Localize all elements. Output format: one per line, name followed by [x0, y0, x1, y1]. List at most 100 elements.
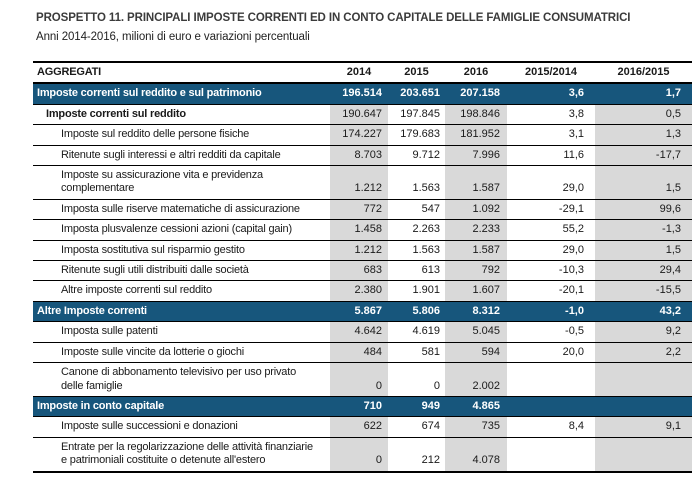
value-2014: 4.642	[330, 322, 388, 342]
value-2015: 674	[421, 420, 440, 433]
value-2015: 2.263	[412, 223, 440, 236]
value-2015: 613	[421, 264, 440, 277]
value-2015: 581	[421, 345, 440, 358]
value-2014: 1.212	[330, 240, 388, 261]
imposte-table: AGGREGATI 2014 2015 2016 2015/2014 2016/…	[33, 61, 692, 473]
row-label: Altre Imposte correnti	[37, 304, 147, 317]
table-row: Imposta plusvalenze cessioni azioni (cap…	[33, 219, 692, 240]
value-2015-2014: -0,5	[565, 325, 584, 338]
row-label: Entrate per la regolarizzazione delle at…	[61, 440, 313, 467]
value-2016: 207.158	[460, 87, 500, 100]
value-2016-2015: -1,3	[595, 220, 692, 240]
row-label: Imposte correnti sul reddito e sul patri…	[37, 87, 262, 100]
value-2016-2015: 9,1	[595, 417, 692, 437]
value-2016: 1.092	[445, 199, 507, 220]
table-row: Imposta sostitutiva sul risparmio gestit…	[33, 239, 692, 261]
value-2014: 1.458	[330, 220, 388, 240]
column-header-2015-2014: 2015/2014	[525, 66, 577, 78]
report-subtitle: Anni 2014-2016, milioni di euro e variaz…	[36, 31, 310, 43]
value-2016-2015: 9,2	[595, 322, 692, 342]
value-2015: 212	[421, 454, 440, 467]
value-2016: 7.996	[445, 145, 507, 166]
value-2015-2014: -10,3	[558, 264, 584, 277]
value-2016-2015	[595, 363, 692, 396]
value-2016: 735	[445, 417, 507, 437]
row-label: Imposte sulle successioni e donazioni	[61, 420, 238, 433]
table-row: Entrate per la regolarizzazione delle at…	[33, 436, 692, 471]
value-2016: 198.846	[445, 104, 507, 125]
value-2016: 594	[445, 342, 507, 363]
value-2015-2014: -1,0	[565, 304, 584, 317]
value-2016: 5.045	[445, 322, 507, 342]
value-2016-2015: 43,2	[659, 304, 681, 317]
row-label: Canone di abbonamento televisivo per uso…	[61, 366, 296, 392]
table-row: Imposta sulle riserve matematiche di ass…	[33, 198, 692, 220]
value-2015: 9.712	[412, 148, 440, 161]
table-row: Imposte sul reddito delle persone fisich…	[33, 124, 692, 145]
value-2016: 1.587	[445, 240, 507, 261]
table-row: Imposte correnti sul reddito e sul patri…	[33, 84, 692, 104]
value-2015: 4.619	[412, 325, 440, 338]
value-2016-2015	[595, 437, 692, 471]
table-body: Imposte correnti sul reddito e sul patri…	[33, 84, 692, 471]
table-row: Ritenute sugli utili distribuiti dalle s…	[33, 260, 692, 281]
value-2015: 179.683	[400, 128, 440, 141]
value-2015-2014: -29,1	[558, 202, 584, 215]
value-2014: 772	[330, 199, 388, 220]
table-row: Imposte sulle successioni e donazioni 62…	[33, 416, 692, 437]
value-2016: 792	[445, 261, 507, 281]
value-2016: 4.078	[445, 437, 507, 471]
value-2016: 4.865	[472, 399, 500, 412]
column-header-2014: 2014	[346, 66, 372, 78]
row-label: Imposta sulle patenti	[61, 325, 158, 338]
row-label: Imposta plusvalenze cessioni azioni (cap…	[61, 223, 292, 236]
value-2014: 0	[330, 363, 388, 396]
value-2014: 710	[363, 399, 382, 412]
column-header-2016-2015: 2016/2015	[617, 66, 670, 78]
value-2014: 1.212	[330, 166, 388, 199]
value-2015-2014: 29,0	[562, 182, 584, 195]
value-2015-2014	[507, 438, 595, 471]
value-2015-2014	[507, 363, 595, 396]
column-header-2015: 2015	[404, 66, 429, 78]
row-label: Imposte sulle vincite da lotterie o gioc…	[61, 345, 244, 358]
value-2014: 2.380	[330, 281, 388, 301]
row-label: Imposte correnti sul reddito	[46, 107, 186, 120]
table-row: Altre Imposte correnti 5.867 5.806 8.312…	[33, 300, 692, 322]
report-title: PROSPETTO 11. PRINCIPALI IMPOSTE CORRENT…	[36, 12, 631, 24]
table-row: Imposta sulle patenti 4.642 4.619 5.045 …	[33, 321, 692, 342]
value-2014: 683	[330, 261, 388, 281]
column-header-aggregati: AGGREGATI	[37, 66, 101, 78]
row-label: Ritenute sugli interessi e altri redditi…	[61, 148, 281, 161]
value-2015-2014: 29,0	[562, 243, 584, 256]
value-2016-2015: -17,7	[595, 145, 692, 166]
value-2016-2015	[595, 397, 692, 416]
table-row: Imposte su assicurazione vita e previden…	[33, 165, 692, 199]
value-2015-2014: 3,1	[568, 128, 584, 141]
row-label: Imposte su assicurazione vita e previden…	[61, 169, 263, 195]
value-2015-2014: 3,8	[568, 107, 584, 120]
value-2015: 197.845	[400, 107, 440, 120]
value-2015: 1.563	[412, 182, 440, 195]
value-2015-2014: 11,6	[563, 148, 584, 161]
value-2014: 196.514	[342, 87, 382, 100]
table-row: Altre imposte correnti sul reddito 2.380…	[33, 280, 692, 301]
value-2016: 1.587	[445, 166, 507, 199]
value-2016-2015: 0,5	[595, 104, 692, 125]
value-2014: 190.647	[330, 104, 388, 125]
value-2015: 547	[421, 202, 440, 215]
row-label: Ritenute sugli utili distribuiti dalle s…	[61, 264, 249, 277]
value-2016: 1.607	[445, 281, 507, 301]
value-2015: 203.651	[400, 87, 440, 100]
table-row: Imposte in conto capitale 710 949 4.865	[33, 395, 692, 417]
row-label: Imposte in conto capitale	[37, 399, 165, 412]
row-label: Imposta sostitutiva sul risparmio gestit…	[61, 243, 245, 256]
value-2016-2015: -15,5	[595, 281, 692, 301]
value-2015-2014: 55,2	[562, 223, 584, 236]
value-2014: 484	[330, 342, 388, 363]
value-2016-2015: 1,5	[595, 240, 692, 261]
value-2015: 949	[421, 399, 440, 412]
row-label: Altre imposte correnti sul reddito	[61, 284, 212, 297]
value-2014: 8.703	[330, 145, 388, 166]
